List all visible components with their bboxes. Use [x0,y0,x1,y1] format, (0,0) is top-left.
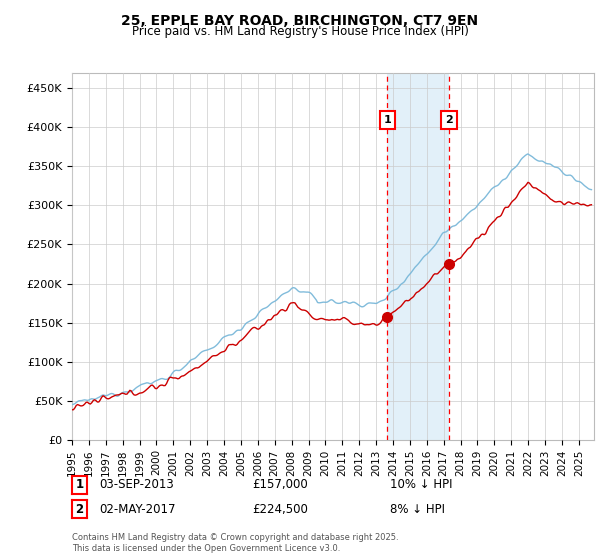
Text: £224,500: £224,500 [252,502,308,516]
Text: Price paid vs. HM Land Registry's House Price Index (HPI): Price paid vs. HM Land Registry's House … [131,25,469,38]
Text: £157,000: £157,000 [252,478,308,492]
Text: 10% ↓ HPI: 10% ↓ HPI [390,478,452,492]
Text: 25, EPPLE BAY ROAD, BIRCHINGTON, CT7 9EN: 25, EPPLE BAY ROAD, BIRCHINGTON, CT7 9EN [121,14,479,28]
Text: 1: 1 [383,115,391,125]
Text: 02-MAY-2017: 02-MAY-2017 [99,502,176,516]
Text: 03-SEP-2013: 03-SEP-2013 [99,478,174,492]
Text: 2: 2 [445,115,453,125]
Text: 2: 2 [76,502,83,516]
Bar [388,73,449,440]
Text: 8% ↓ HPI: 8% ↓ HPI [390,502,445,516]
Text: Contains HM Land Registry data © Crown copyright and database right 2025.
This d: Contains HM Land Registry data © Crown c… [72,533,398,553]
Text: 1: 1 [76,478,83,492]
